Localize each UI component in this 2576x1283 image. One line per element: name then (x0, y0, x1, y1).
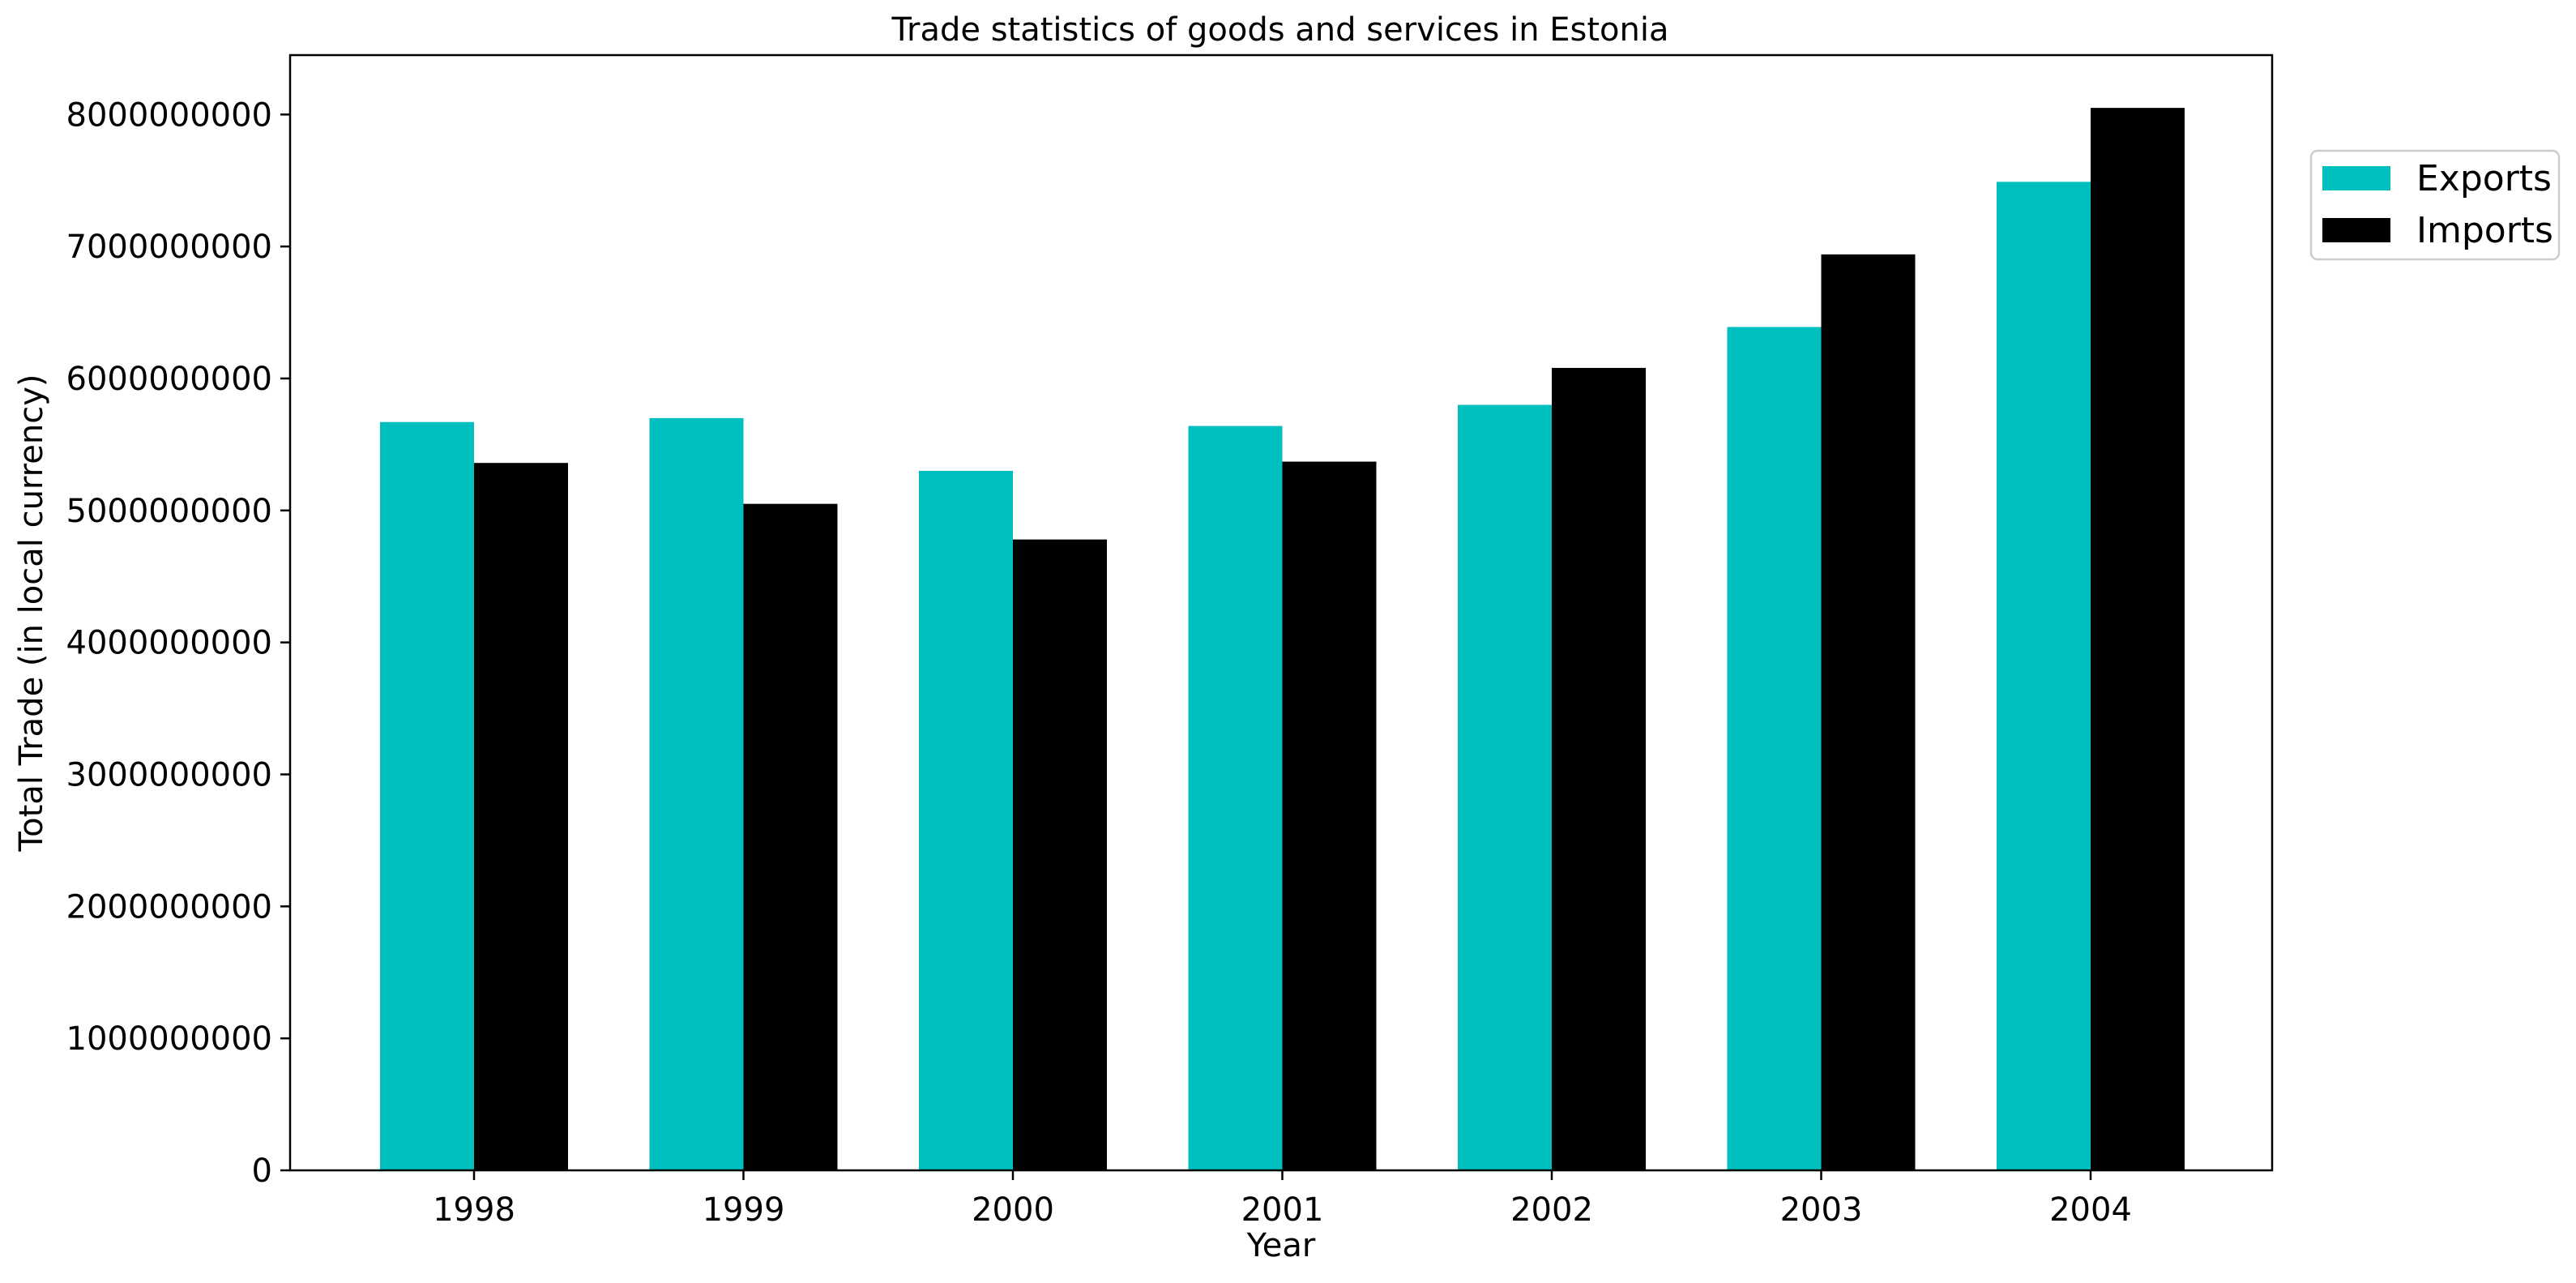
y-tick-label: 4000000000 (66, 625, 273, 662)
y-tick-label: 3000000000 (66, 756, 273, 793)
x-tick-label: 2003 (1780, 1191, 1863, 1229)
x-tick-label: 1999 (703, 1191, 785, 1229)
plot-frame (288, 53, 2274, 1172)
y-axis-title: Total Trade (in local currency) (13, 374, 50, 853)
bar-exports-2002 (1458, 404, 1552, 1171)
bar-exports-2001 (1188, 426, 1283, 1170)
bar-exports-2003 (1727, 327, 1822, 1170)
x-axis-ticks: 1998 1999 2000 2001 2002 2003 2004 (433, 1170, 2132, 1229)
legend-swatch-imports (2322, 218, 2390, 242)
chart-title: Trade statistics of goods and services i… (891, 11, 1668, 49)
y-tick-label: 5000000000 (66, 493, 273, 530)
legend-label-imports: Imports (2416, 210, 2553, 251)
x-tick-label: 2000 (972, 1191, 1054, 1229)
x-tick-label: 2004 (2049, 1191, 2132, 1229)
legend-swatch-exports (2322, 166, 2390, 190)
legend-label-exports: Exports (2416, 158, 2552, 199)
bar-imports-2000 (1013, 539, 1107, 1170)
y-tick-label: 6000000000 (66, 361, 273, 398)
bars-layer (380, 108, 2185, 1171)
bar-exports-1998 (380, 421, 474, 1170)
y-axis-ticks: 0 1000000000 2000000000 3000000000 400000000… (66, 96, 290, 1190)
x-tick-label: 2001 (1241, 1191, 1324, 1229)
bar-imports-2002 (1552, 367, 1646, 1170)
x-axis-title: Year (1246, 1227, 1316, 1264)
y-tick-label: 1000000000 (66, 1020, 273, 1058)
bar-exports-1999 (649, 417, 744, 1170)
y-tick-label: 8000000000 (66, 96, 273, 134)
y-tick-label: 7000000000 (66, 229, 273, 266)
bar-imports-2004 (2091, 108, 2185, 1170)
bar-imports-2001 (1282, 461, 1377, 1170)
y-tick-label: 2000000000 (66, 888, 273, 926)
bar-imports-1998 (474, 463, 568, 1170)
bar-imports-2003 (1821, 254, 1916, 1170)
legend: Exports Imports (2309, 149, 2561, 261)
x-tick-label: 1998 (433, 1191, 515, 1229)
x-tick-label: 2002 (1510, 1191, 1593, 1229)
bar-exports-2004 (1997, 182, 2091, 1170)
y-tick-label: 0 (252, 1153, 272, 1190)
bar-exports-2000 (919, 470, 1013, 1170)
bar-imports-1999 (743, 503, 838, 1170)
